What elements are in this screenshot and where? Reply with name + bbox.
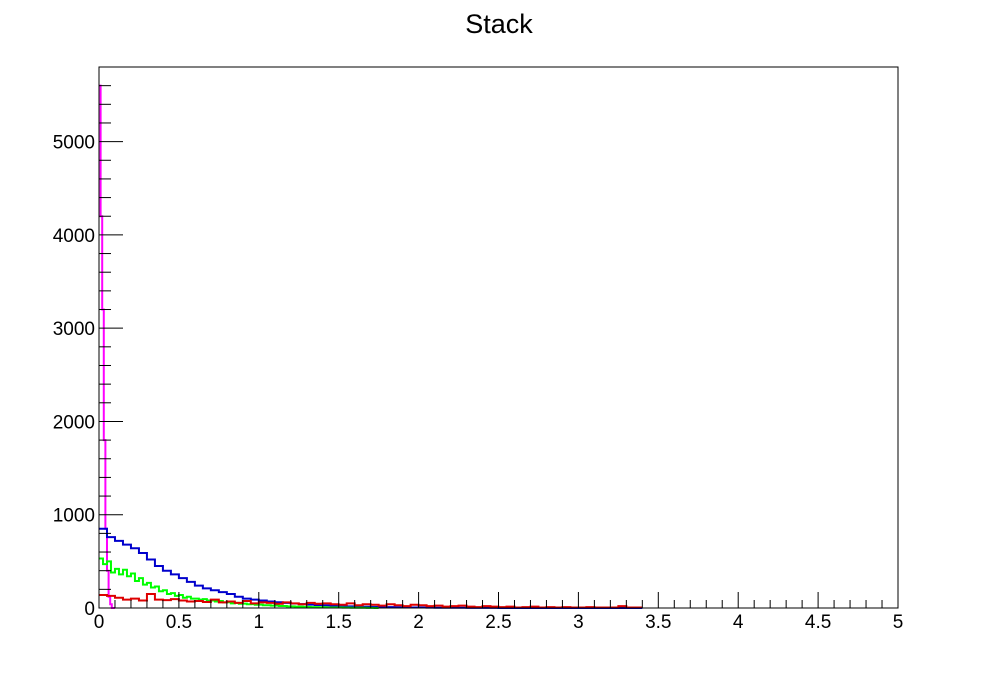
y-tick-label: 1000 <box>53 506 95 527</box>
y-tick-label: 2000 <box>53 412 95 433</box>
x-tick-label: 5 <box>893 612 904 633</box>
x-tick-label: 1 <box>254 612 265 633</box>
y-tick-label: 0 <box>84 599 95 620</box>
series-layer <box>99 84 643 609</box>
y-tick-label: 5000 <box>53 133 95 154</box>
x-tick-label: 3.5 <box>645 612 671 633</box>
x-tick-label: 4 <box>733 612 744 633</box>
y-tick-label: 3000 <box>53 319 95 340</box>
x-tick-label: 4.5 <box>805 612 831 633</box>
x-tick-label: 2 <box>413 612 424 633</box>
x-tick-label: 1.5 <box>325 612 351 633</box>
series-3-line <box>99 593 643 609</box>
axis-layer: 0 0.5 1 1.5 2 2.5 3 3.5 4 4.5 5 0 1000 2000 3000 4000 50… <box>53 66 904 633</box>
plot-frame <box>98 66 899 609</box>
x-tick-label: 0.5 <box>166 612 192 633</box>
x-tick-label: 2.5 <box>485 612 511 633</box>
y-tick-label: 4000 <box>53 226 95 247</box>
series-1-line <box>99 527 643 609</box>
x-tick-label: 3 <box>573 612 584 633</box>
chart-title: Stack <box>465 9 533 39</box>
x-tick-label: 0 <box>94 612 105 633</box>
